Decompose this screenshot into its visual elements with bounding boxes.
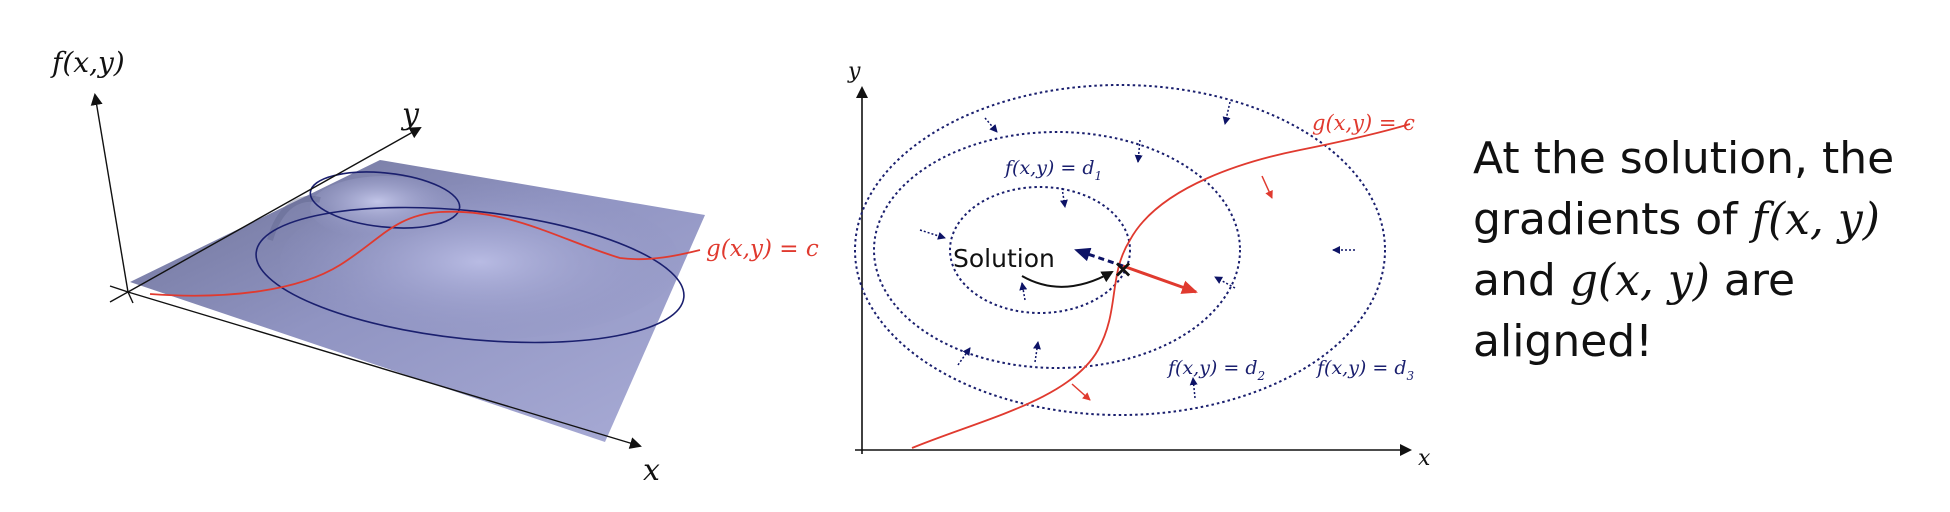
axis-x-line — [127, 291, 642, 449]
grad-f-at-solution — [1074, 247, 1124, 268]
contour-level-small — [309, 171, 461, 229]
contour-level-large — [255, 206, 685, 344]
axis-x-tail — [109, 285, 129, 293]
contour-d3-sub: 3 — [1407, 369, 1415, 383]
solution-mark: × — [1113, 255, 1133, 283]
grad-f-arrow — [1222, 101, 1231, 125]
axis-y-label: y — [400, 97, 420, 132]
surface-plot: f(x,y) y x g(x,y) = c — [50, 46, 819, 488]
caption-line-4: aligned! — [1473, 316, 1653, 367]
caption-line-3-end: are — [1709, 255, 1796, 306]
contour-d1-sub: 1 — [1095, 169, 1103, 183]
constraint-label-3d: g(x,y) = c — [706, 236, 819, 262]
contour-d1-label: f(x,y) = d1 — [1003, 157, 1102, 183]
axis-y-tail — [109, 291, 129, 303]
constraint-label-2d: g(x,y) = c — [1312, 111, 1415, 135]
caption-line-2: gradients of f(x, y) — [1473, 189, 1933, 250]
contour-d2-label: f(x,y) = d2 — [1166, 357, 1265, 383]
constraint-curve-3d — [149, 210, 701, 297]
caption-line-1: At the solution, the — [1473, 133, 1895, 184]
grad-f-arrow — [984, 117, 998, 133]
axis-y-line — [127, 127, 422, 293]
contour-d2-sub: 2 — [1257, 369, 1266, 383]
caption-line-3: and g(x, y) are — [1473, 250, 1933, 311]
contour-plot: y x × Solution f(x,y) = d1 — [847, 59, 1431, 471]
axis-f-label: f(x,y) — [50, 46, 125, 79]
grad-f-arrow — [919, 229, 946, 240]
constraint-curve-2d — [911, 123, 1411, 449]
axis-x-label: x — [643, 453, 660, 488]
grad-g-arrow — [1261, 175, 1273, 199]
grad-f-arrow — [1033, 341, 1041, 363]
axis-f-line — [90, 93, 129, 293]
contour-d3-text: f(x,y) = d — [1315, 357, 1407, 379]
contour-d2-text: f(x,y) = d — [1166, 357, 1258, 379]
axis-f-tail — [127, 291, 134, 304]
grad-f-arrow — [1019, 282, 1028, 301]
axis-x-label-2d: x — [1418, 446, 1431, 471]
axis-y-label-2d: y — [847, 59, 861, 84]
contour-d3-label: f(x,y) = d3 — [1315, 357, 1415, 383]
contour-d3 — [854, 84, 1386, 416]
solution-label: Solution — [953, 244, 1055, 273]
grad-g-arrow — [1071, 383, 1091, 401]
contour-d2 — [873, 131, 1241, 369]
caption-text: At the solution, the gradients of f(x, y… — [1473, 128, 1933, 372]
grad-g-at-solution — [1122, 264, 1198, 294]
caption-f-math: f(x, y) — [1751, 194, 1880, 245]
grad-f-arrow — [957, 347, 971, 366]
gradient-arrows-f — [919, 101, 1355, 399]
caption-g-math: g(x, y) — [1569, 255, 1710, 306]
grad-f-arrow — [1059, 187, 1068, 208]
caption-line-3-text: and — [1473, 255, 1570, 306]
grad-f-arrow — [1189, 377, 1198, 399]
contour-d1-text: f(x,y) = d — [1003, 157, 1095, 179]
caption-line-2-text: gradients of — [1473, 194, 1752, 245]
contour-d1 — [949, 186, 1131, 314]
solution-pointer — [1021, 271, 1114, 288]
